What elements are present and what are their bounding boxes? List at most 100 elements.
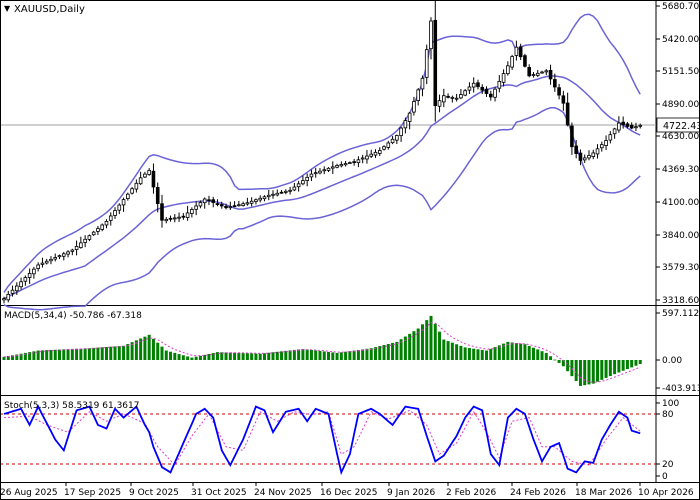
macd-histogram-bar: [130, 342, 134, 360]
macd-histogram-bar: [109, 346, 113, 360]
macd-histogram-bar: [591, 360, 595, 384]
candle-body: [582, 157, 587, 161]
macd-histogram-bar: [476, 349, 480, 360]
macd-histogram-bar: [327, 351, 331, 360]
macd-histogram-bar: [638, 360, 642, 365]
price-panel[interactable]: 5680.70 5420.00 5151.50 4890.00 4630.00 …: [0, 0, 700, 311]
candle-body: [335, 165, 339, 168]
candle-body: [147, 169, 151, 175]
date-tick: 10 Apr 2026: [638, 488, 694, 498]
macd-histogram-bar: [420, 324, 424, 360]
macd-histogram-bar: [143, 336, 147, 360]
candle-body: [407, 112, 412, 122]
candle-body: [420, 77, 425, 90]
macd-histogram-bar: [365, 348, 369, 360]
macd-histogram-bar: [58, 349, 62, 360]
candle-body: [288, 189, 292, 192]
macd-histogram-bar: [309, 349, 313, 360]
candle-body: [104, 221, 109, 226]
macd-histogram-bar: [164, 350, 168, 360]
candle-body: [143, 173, 147, 178]
stoch-series: [3, 404, 641, 476]
candle-body: [87, 235, 92, 240]
macd-histogram-bar: [634, 360, 638, 366]
macd-histogram-bar: [566, 360, 570, 372]
candle-body: [629, 124, 634, 129]
candle-body: [134, 182, 139, 190]
candle-body: [399, 127, 403, 137]
macd-histogram-bar: [531, 347, 535, 360]
macd-histogram-bar: [467, 348, 471, 360]
macd-histogram-bar: [92, 347, 96, 360]
date-tick: 26 Aug 2025: [0, 488, 58, 498]
candle-body: [32, 268, 36, 275]
macd-histogram-bar: [600, 360, 604, 380]
candle-body: [53, 257, 58, 260]
candle-body: [612, 128, 617, 135]
macd-histogram-bar: [497, 345, 501, 360]
candle-body: [96, 228, 100, 232]
candle-body: [365, 155, 369, 160]
macd-histogram-bar: [203, 354, 207, 360]
macd-histogram-bar: [117, 346, 121, 360]
macd-histogram-bar: [53, 349, 57, 360]
candle-body: [377, 150, 382, 154]
candle-body: [74, 246, 79, 250]
dropdown-arrow-icon[interactable]: ▼: [4, 4, 11, 13]
macd-histogram-bar: [625, 360, 629, 370]
candle-body: [160, 203, 164, 221]
macd-histogram-bar: [429, 315, 433, 360]
macd-histogram-bar: [416, 328, 420, 360]
macd-histogram-bar: [211, 353, 215, 360]
candle-body: [437, 100, 442, 107]
candle-body: [138, 177, 143, 185]
macd-histogram-bar: [391, 342, 395, 360]
macd-histogram-bar: [557, 360, 561, 363]
macd-histogram-bar: [442, 339, 446, 360]
macd-panel[interactable]: 597.112 0.00 -403.913 MACD(5,34,4) -50.7…: [0, 306, 700, 396]
candle-body: [454, 97, 459, 100]
macd-histogram-bar: [412, 331, 416, 360]
macd-signal-line: [3, 322, 641, 383]
macd-histogram-bar: [275, 351, 279, 360]
candle-body: [390, 138, 395, 144]
candle-body: [386, 142, 391, 148]
macd-histogram-bar: [83, 348, 87, 360]
macd-histogram-bar: [502, 343, 506, 360]
macd-histogram-bar: [455, 344, 459, 360]
candle-body: [574, 145, 578, 154]
macd-histogram-bar: [11, 355, 15, 360]
candle-body: [356, 159, 361, 164]
candle-body: [510, 56, 514, 68]
candle-body: [10, 289, 15, 294]
macd-histogram-bar: [36, 350, 40, 360]
price-tick: 3579.30: [662, 263, 699, 273]
macd-histogram-bar: [271, 352, 275, 360]
candle-body: [442, 95, 446, 103]
macd-histogram-bar: [339, 352, 343, 360]
date-tick: 9 Jan 2026: [387, 488, 435, 498]
macd-histogram-bar: [288, 350, 292, 360]
price-tick: 5420.00: [662, 35, 699, 45]
macd-histogram-bar: [472, 348, 476, 360]
candle-body: [424, 49, 429, 78]
candle-body: [339, 164, 344, 167]
macd-histogram-bar: [408, 333, 412, 360]
candle-body: [207, 199, 211, 202]
macd-histogram-bar: [45, 350, 49, 360]
macd-histogram-bar: [344, 351, 348, 360]
candle-body: [245, 202, 250, 205]
candle-body: [2, 298, 6, 301]
macd-histogram-bar: [506, 341, 510, 360]
price-axis: 5680.70 5420.00 5151.50 4890.00 4630.00 …: [656, 2, 699, 306]
candle-body: [446, 95, 450, 98]
stoch-panel[interactable]: 100 80 20 0 Stoch(5,3,3) 58.5319 61.3617: [0, 396, 700, 483]
macd-histogram-bar: [403, 336, 407, 360]
macd-histogram-bar: [233, 352, 237, 360]
candle-body: [348, 162, 352, 165]
candle-body: [501, 73, 506, 83]
stoch-axis-tick: 80: [662, 410, 674, 420]
macd-histogram-bar: [322, 351, 326, 360]
macd-histogram-bar: [169, 351, 173, 360]
candle-body: [117, 204, 122, 211]
